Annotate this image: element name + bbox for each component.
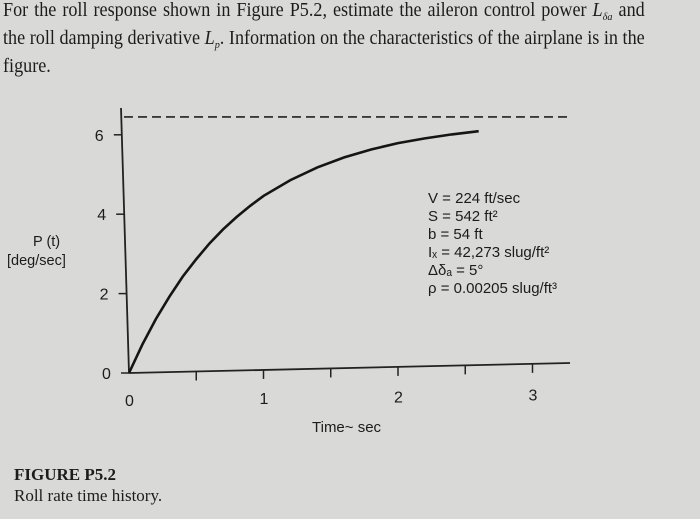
symbol-L: L (592, 0, 603, 21)
spec-wing-span: b = 54 ft (428, 226, 483, 243)
airplane-specs: V = 224 ft/sec S = 542 ft² b = 54 ft Iₓ … (428, 190, 557, 298)
subscript-delta-a: δa (602, 11, 613, 23)
spec-aileron-deflection: Δδₐ = 5° (428, 262, 484, 279)
spec-air-density: ρ = 0.00205 slug/ft³ (428, 280, 558, 297)
chart-ticks: 0 2 4 6 0 1 2 3 (95, 128, 538, 410)
y-axis-label-line2: [deg/sec] (7, 253, 66, 269)
y-tick-label: 6 (95, 128, 104, 145)
symbol-L: L (204, 28, 215, 49)
figure-caption: FIGURE P5.2 Roll rate time history. (14, 464, 162, 506)
y-tick-label: 4 (97, 207, 106, 224)
figure-label: FIGURE P5.2 (14, 465, 116, 484)
subscript-p: p (214, 39, 220, 51)
problem-text-1: For the roll response shown in Figure P5… (3, 0, 593, 21)
x-tick-label: 1 (260, 391, 269, 408)
symbol-L-delta-a: Lδa (592, 0, 613, 23)
x-tick-label: 3 (529, 388, 538, 405)
spec-wing-area: S = 542 ft² (428, 208, 498, 225)
y-axis-line (120, 107, 130, 374)
x-tick-label: 2 (394, 389, 403, 406)
symbol-Lp: Lp (204, 28, 220, 51)
problem-statement: For the roll response shown in Figure P5… (3, 0, 645, 78)
x-axis-line (128, 362, 571, 374)
figure-caption-text: Roll rate time history. (14, 486, 163, 505)
y-tick-label: 0 (102, 366, 111, 383)
x-tick-label: 0 (125, 393, 134, 410)
spec-velocity: V = 224 ft/sec (428, 190, 521, 207)
y-tick-label: 2 (100, 287, 109, 304)
chart-axes (120, 107, 571, 374)
spec-inertia-ix: Iₓ = 42,273 slug/ft² (428, 244, 550, 261)
x-axis-label: Time~ sec (312, 419, 382, 436)
problem-text-2: and the roll damping derivative (3, 0, 645, 49)
y-axis-label-line1: P (t) (33, 234, 60, 250)
roll-rate-curve (127, 129, 479, 374)
problem-text-3: . Information on the characteristics of … (3, 28, 645, 77)
